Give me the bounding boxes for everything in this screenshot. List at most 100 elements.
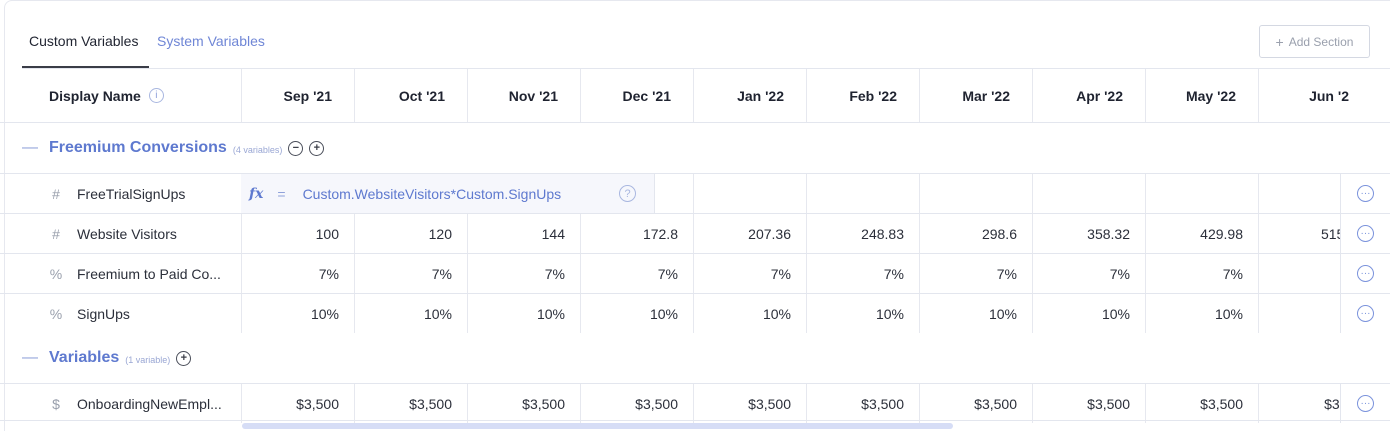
value-cell[interactable]: 7% [996, 265, 1017, 282]
more-options-icon[interactable]: ··· [1357, 395, 1374, 412]
formula-cell[interactable]: fx = Custom.WebsiteVisitors*Custom.SignUps… [241, 174, 655, 213]
table-row: # FreeTrialSignUps fx = Custom.WebsiteVisito… [0, 173, 1390, 213]
value-cell[interactable]: $3,500 [409, 395, 452, 412]
more-options-icon[interactable]: ··· [1357, 185, 1374, 202]
value-cell[interactable]: $3,500 [1200, 395, 1243, 412]
value-cell[interactable]: $3,500 [635, 395, 678, 412]
value-cell[interactable]: $3,500 [296, 395, 339, 412]
value-cell[interactable]: 10% [649, 305, 678, 322]
section-name[interactable]: Freemium Conversions [49, 139, 227, 156]
month-header[interactable]: Dec '21 [622, 87, 671, 104]
collapse-all-icon[interactable]: − [288, 140, 304, 156]
horizontal-scrollbar[interactable] [242, 423, 953, 429]
equals-sign: = [277, 185, 286, 202]
value-cell[interactable]: 10% [536, 305, 565, 322]
column-divider [693, 69, 694, 122]
column-divider [241, 69, 242, 122]
type-icon: % [49, 265, 63, 282]
tab-system-variables[interactable]: System Variables [157, 33, 265, 49]
column-divider [806, 174, 807, 213]
value-cell[interactable]: 120 [428, 225, 452, 242]
add-variable-icon[interactable]: + [176, 350, 192, 366]
more-options-icon[interactable]: ··· [1357, 225, 1374, 242]
column-divider [806, 254, 807, 293]
value-cell[interactable]: 7% [318, 265, 339, 282]
row-actions: ··· [1340, 384, 1390, 423]
column-divider [919, 254, 920, 293]
value-cell[interactable]: 10% [762, 305, 791, 322]
variable-name[interactable]: Freemium to Paid Co... [77, 265, 221, 282]
variable-name[interactable]: OnboardingNewEmpl... [77, 395, 222, 412]
month-header[interactable]: Feb '22 [849, 87, 897, 104]
value-cell[interactable]: 10% [988, 305, 1017, 322]
row-actions: ··· [1340, 214, 1390, 253]
collapse-icon[interactable]: — [22, 139, 38, 156]
column-divider [1258, 254, 1259, 293]
section-name[interactable]: Variables [49, 349, 120, 366]
table-row: $ OnboardingNewEmpl... $3,500 $3,500 $3,500 $… [0, 383, 1390, 423]
tab-custom-variables[interactable]: Custom Variables [29, 33, 139, 49]
value-cell[interactable]: 10% [423, 305, 452, 322]
panel-frame [4, 0, 1390, 431]
value-cell[interactable]: 7% [1222, 265, 1243, 282]
value-cell[interactable]: 248.83 [861, 225, 904, 242]
value-cell[interactable]: 207.36 [748, 225, 791, 242]
month-header[interactable]: Nov '21 [508, 87, 558, 104]
column-divider [241, 214, 242, 253]
value-cell[interactable]: 10% [1101, 305, 1130, 322]
value-cell[interactable]: 100 [315, 225, 339, 242]
value-cell[interactable]: 429.98 [1200, 225, 1243, 242]
value-cell[interactable]: 7% [1109, 265, 1130, 282]
help-icon[interactable]: ? [619, 185, 636, 202]
value-cell[interactable]: 144 [541, 225, 565, 242]
add-section-button[interactable]: + Add Section [1259, 25, 1370, 58]
value-cell[interactable]: $3,500 [522, 395, 565, 412]
value-cell[interactable]: 7% [770, 265, 791, 282]
variable-name[interactable]: Website Visitors [77, 225, 177, 242]
value-cell[interactable]: 10% [310, 305, 339, 322]
month-header[interactable]: Apr '22 [1076, 87, 1123, 104]
value-cell[interactable]: 7% [544, 265, 565, 282]
table-row: # Website Visitors 100 120 144 172.8 207.36 248… [0, 213, 1390, 253]
display-name-header: Display Name i [49, 69, 164, 122]
value-cell[interactable]: 358.32 [1087, 225, 1130, 242]
value-cell[interactable]: 7% [431, 265, 452, 282]
value-cell[interactable]: $3,500 [861, 395, 904, 412]
column-divider [919, 214, 920, 253]
header-row: Display Name i Sep '21 Oct '21 Nov '21 Dec … [0, 69, 1390, 123]
value-cell[interactable]: $3,500 [748, 395, 791, 412]
value-cell[interactable]: 7% [657, 265, 678, 282]
column-divider [467, 69, 468, 122]
column-divider [919, 174, 920, 213]
value-cell[interactable]: $3,500 [1087, 395, 1130, 412]
grid-bottom-border [0, 420, 1390, 421]
column-divider [1032, 174, 1033, 213]
value-cell[interactable]: 10% [875, 305, 904, 322]
type-icon: # [52, 225, 60, 242]
more-options-icon[interactable]: ··· [1357, 265, 1374, 282]
column-divider [354, 294, 355, 333]
more-options-icon[interactable]: ··· [1357, 305, 1374, 322]
value-cell[interactable]: 172.8 [642, 225, 678, 242]
variable-name[interactable]: FreeTrialSignUps [77, 185, 186, 202]
month-header[interactable]: Jan '22 [737, 87, 784, 104]
month-header[interactable]: Sep '21 [283, 87, 332, 104]
month-header[interactable]: Jun '2 [1309, 87, 1349, 104]
month-header[interactable]: May '22 [1185, 87, 1236, 104]
fx-icon: fx [249, 185, 264, 202]
value-cell[interactable]: 10% [1214, 305, 1243, 322]
column-divider [1032, 384, 1033, 423]
info-icon[interactable]: i [148, 88, 164, 103]
variable-name[interactable]: SignUps [77, 305, 130, 322]
collapse-icon[interactable]: — [22, 349, 38, 366]
value-cell[interactable]: 298.6 [981, 225, 1017, 242]
value-cell[interactable]: 7% [883, 265, 904, 282]
column-divider [1145, 294, 1146, 333]
value-cell[interactable]: $3,500 [974, 395, 1017, 412]
month-header[interactable]: Oct '21 [398, 87, 445, 104]
column-divider [693, 384, 694, 423]
add-variable-icon[interactable]: + [309, 140, 325, 156]
column-divider [1258, 294, 1259, 333]
month-header[interactable]: Mar '22 [962, 87, 1010, 104]
formula-expression[interactable]: Custom.WebsiteVisitors*Custom.SignUps [302, 185, 562, 202]
